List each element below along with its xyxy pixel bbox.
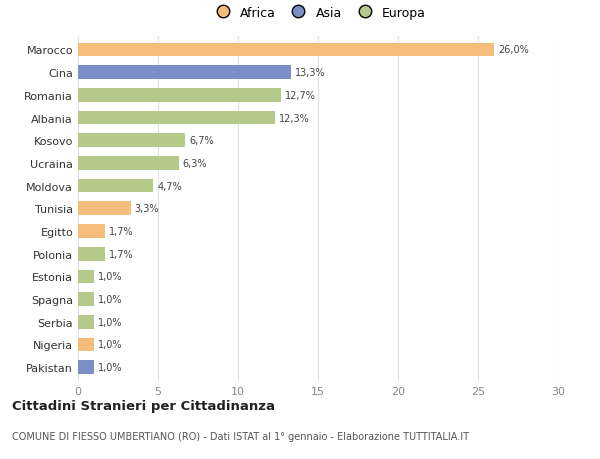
Bar xyxy=(78,112,275,125)
Text: 6,7%: 6,7% xyxy=(189,136,214,146)
Text: 1,0%: 1,0% xyxy=(98,317,122,327)
Text: 26,0%: 26,0% xyxy=(498,45,529,55)
Bar xyxy=(78,44,494,57)
Bar xyxy=(78,66,291,80)
Text: 13,3%: 13,3% xyxy=(295,68,325,78)
Text: 4,7%: 4,7% xyxy=(157,181,182,191)
Bar xyxy=(78,315,94,329)
Text: 12,7%: 12,7% xyxy=(285,90,316,101)
Bar xyxy=(78,293,94,306)
Bar xyxy=(78,202,131,216)
Bar xyxy=(78,179,153,193)
Text: 6,3%: 6,3% xyxy=(183,158,208,168)
Text: Cittadini Stranieri per Cittadinanza: Cittadini Stranieri per Cittadinanza xyxy=(12,399,275,412)
Text: 1,0%: 1,0% xyxy=(98,340,122,350)
Bar xyxy=(78,361,94,374)
Legend: Africa, Asia, Europa: Africa, Asia, Europa xyxy=(205,2,431,25)
Text: 3,3%: 3,3% xyxy=(135,204,160,214)
Bar xyxy=(78,225,105,238)
Bar xyxy=(78,270,94,284)
Text: 1,0%: 1,0% xyxy=(98,294,122,304)
Bar xyxy=(78,89,281,102)
Bar xyxy=(78,247,105,261)
Text: COMUNE DI FIESSO UMBERTIANO (RO) - Dati ISTAT al 1° gennaio - Elaborazione TUTTI: COMUNE DI FIESSO UMBERTIANO (RO) - Dati … xyxy=(12,431,469,442)
Text: 1,0%: 1,0% xyxy=(98,272,122,282)
Text: 1,0%: 1,0% xyxy=(98,363,122,372)
Bar xyxy=(78,134,185,148)
Bar xyxy=(78,338,94,352)
Text: 12,3%: 12,3% xyxy=(279,113,310,123)
Text: 1,7%: 1,7% xyxy=(109,226,134,236)
Text: 1,7%: 1,7% xyxy=(109,249,134,259)
Bar xyxy=(78,157,179,170)
